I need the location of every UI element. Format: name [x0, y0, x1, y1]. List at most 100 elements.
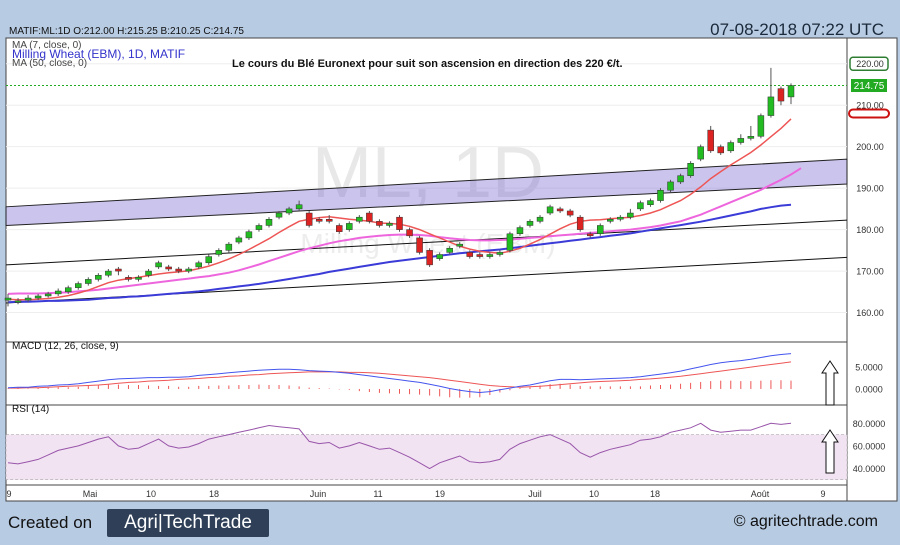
candle-body: [44, 293, 52, 297]
ma50-legend: MA (50, close, 0): [12, 58, 87, 69]
price-tick-label: 180.00: [856, 225, 884, 235]
candle-body: [396, 216, 403, 230]
candle-body: [677, 175, 684, 183]
candle-body: [536, 216, 544, 222]
candle-body: [687, 163, 694, 176]
candle-body: [155, 262, 162, 268]
candle-body: [456, 243, 463, 247]
candle-body: [325, 219, 333, 222]
candle-body: [506, 233, 514, 251]
candle-body: [356, 216, 363, 222]
ohlc-header: MATIF:ML:1D O:212.00 H:215.25 B:210.25 C…: [9, 26, 244, 37]
created-on-label: Created on: [8, 513, 93, 532]
target-208-marker: [848, 108, 890, 119]
price-panel: [5, 37, 848, 343]
candle-body: [476, 254, 484, 257]
candle-body: [576, 216, 584, 230]
candle-body: [265, 219, 273, 226]
candle-body: [637, 202, 644, 210]
candle-body: [85, 279, 92, 284]
candle-body: [767, 96, 775, 116]
rsi-up-arrow-icon: [821, 429, 839, 474]
candle-body: [285, 208, 293, 214]
candle-body: [185, 268, 192, 272]
candle-body: [516, 227, 524, 235]
candle-body: [466, 252, 474, 257]
candle-body: [305, 212, 313, 226]
price-tick-label: 160.00: [856, 308, 884, 318]
agritechtrade-logo: Agri|TechTrade: [107, 509, 269, 537]
candle-body: [727, 142, 735, 152]
candle-body: [75, 283, 82, 288]
candle-body: [14, 300, 22, 303]
rsi-tick-label: 40.0000: [853, 464, 886, 474]
candle-body: [225, 243, 233, 251]
candle-body: [757, 115, 765, 137]
candle-body: [34, 295, 42, 299]
chart-annotation: Le cours du Blé Euronext pour suit son a…: [232, 58, 623, 70]
candle-body: [416, 237, 423, 253]
candle-body: [145, 270, 152, 276]
macd-histogram: [7, 380, 792, 398]
price-axis-ticks: 220.00 210.00 200.00 190.00 180.00 170.00 160.…: [856, 59, 884, 318]
candle-body: [657, 189, 664, 201]
candle-body: [105, 270, 112, 276]
macd-tick-label: 0.0000: [855, 384, 883, 394]
candle-body: [707, 129, 714, 152]
time-tick-label: Juil: [528, 489, 542, 499]
last-price-label: 214.75: [854, 81, 885, 92]
candle-body: [386, 223, 393, 226]
candle-body: [255, 225, 263, 230]
series-legend: Milling Wheat (EBM), 1D, MATIF: [12, 47, 185, 61]
candle-body: [175, 268, 182, 272]
ma50-line: [7, 203, 792, 304]
candle-body: [295, 204, 303, 210]
timestamp: 07-08-2018 07:22 UTC: [710, 20, 884, 39]
rsi-band: [5, 434, 848, 480]
price-tick-label: 220.00: [856, 59, 884, 69]
macd-axis-ticks: 5.0000 0.0000: [855, 363, 883, 395]
candle-body: [4, 297, 12, 301]
candle-body: [617, 216, 624, 220]
time-tick-label: 11: [373, 489, 382, 499]
candle-body: [366, 212, 373, 222]
candle-body: [717, 146, 724, 154]
rsi-axis-ticks: 80.0000 60.0000 40.0000: [853, 419, 886, 474]
copyright: © agritechtrade.com: [733, 513, 878, 530]
candle-body: [737, 138, 745, 143]
candle-body: [135, 277, 142, 280]
macd-tick-label: 5.0000: [855, 363, 883, 373]
support-line: [5, 219, 848, 266]
candle-body: [346, 223, 353, 230]
time-tick-label: 18: [209, 489, 219, 499]
candle-body: [115, 268, 122, 272]
time-tick-label: Août: [751, 489, 770, 499]
price-tick-label: 200.00: [856, 142, 884, 152]
channel-band: [5, 158, 848, 226]
candlesticks: [4, 67, 795, 307]
macd-label: MACD (12, 26, close, 9): [12, 341, 119, 352]
candle-body: [597, 225, 604, 235]
candle-body: [235, 237, 243, 243]
candle-body: [586, 233, 594, 237]
rsi-tick-label: 60.0000: [853, 441, 886, 451]
candle-body: [195, 262, 202, 268]
candle-body: [54, 290, 62, 295]
target-220-marker: [849, 56, 889, 71]
candle-body: [436, 254, 443, 259]
price-tick-label: 190.00: [856, 184, 884, 194]
ma7-legend: MA (7, close, 0): [12, 40, 81, 51]
candle-body: [787, 85, 795, 98]
last-price-badge: [851, 79, 887, 93]
candle-body: [165, 266, 172, 270]
candle-body: [426, 250, 433, 266]
candle-body: [205, 256, 213, 264]
candle-body: [64, 287, 72, 293]
candle-body: [607, 219, 614, 222]
candle-body: [667, 181, 674, 191]
macd-signal-line: [8, 361, 792, 389]
candle-body: [275, 212, 283, 218]
time-tick-label: Mai: [83, 489, 98, 499]
candle-body: [546, 206, 554, 214]
